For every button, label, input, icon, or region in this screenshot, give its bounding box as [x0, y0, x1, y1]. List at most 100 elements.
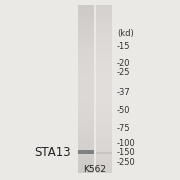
Bar: [96, 162, 112, 165]
Text: (kd): (kd): [117, 29, 134, 38]
Bar: [78, 67, 94, 69]
Bar: [78, 117, 94, 120]
Bar: [96, 152, 112, 154]
Bar: [96, 131, 112, 134]
Bar: [78, 53, 94, 56]
Text: -25: -25: [117, 68, 130, 77]
Bar: [78, 142, 94, 145]
Bar: [78, 128, 94, 131]
Bar: [96, 120, 112, 123]
Bar: [78, 156, 94, 159]
Bar: [96, 39, 112, 42]
Bar: [78, 170, 94, 173]
Bar: [78, 28, 94, 30]
Bar: [96, 11, 112, 14]
Bar: [78, 159, 94, 162]
Bar: [96, 95, 112, 98]
Text: -50: -50: [117, 106, 130, 115]
Bar: [96, 64, 112, 67]
Bar: [78, 125, 94, 128]
Bar: [78, 36, 94, 39]
Bar: [96, 72, 112, 75]
Bar: [78, 98, 94, 100]
Bar: [78, 165, 94, 167]
Bar: [78, 47, 94, 50]
Bar: [96, 75, 112, 78]
Bar: [78, 111, 94, 114]
Bar: [96, 14, 112, 17]
Bar: [96, 81, 112, 84]
Bar: [78, 44, 94, 47]
Bar: [96, 19, 112, 22]
Bar: [96, 28, 112, 30]
Bar: [96, 25, 112, 28]
Bar: [78, 75, 94, 78]
Bar: [96, 42, 112, 44]
Bar: [96, 50, 112, 53]
Bar: [78, 148, 94, 150]
Bar: [78, 33, 94, 36]
Bar: [78, 95, 94, 98]
Bar: [96, 8, 112, 11]
Bar: [78, 64, 94, 67]
Bar: [96, 17, 112, 19]
Bar: [96, 89, 112, 92]
Bar: [78, 89, 94, 92]
Bar: [78, 56, 94, 58]
Bar: [96, 47, 112, 50]
Bar: [96, 70, 112, 72]
Bar: [78, 72, 94, 75]
Bar: [96, 33, 112, 36]
Bar: [78, 153, 94, 156]
Bar: [96, 134, 112, 136]
Bar: [96, 98, 112, 100]
Bar: [96, 167, 112, 170]
Bar: [78, 103, 94, 106]
Bar: [96, 53, 112, 56]
Bar: [96, 165, 112, 167]
Text: -37: -37: [117, 88, 131, 97]
Bar: [78, 25, 94, 28]
Bar: [96, 125, 112, 128]
Bar: [78, 11, 94, 14]
Bar: [78, 17, 94, 19]
Bar: [96, 78, 112, 81]
Bar: [78, 136, 94, 139]
Bar: [78, 162, 94, 165]
Bar: [96, 150, 112, 153]
Bar: [78, 19, 94, 22]
Bar: [96, 145, 112, 148]
Bar: [78, 145, 94, 148]
Bar: [96, 170, 112, 173]
Bar: [96, 44, 112, 47]
Bar: [78, 150, 94, 154]
Bar: [96, 139, 112, 142]
Bar: [96, 106, 112, 109]
Bar: [96, 136, 112, 139]
Bar: [78, 78, 94, 81]
Bar: [78, 134, 94, 136]
Bar: [78, 131, 94, 134]
Bar: [96, 58, 112, 61]
Bar: [78, 139, 94, 142]
Bar: [96, 92, 112, 95]
Bar: [78, 42, 94, 44]
Text: K562: K562: [84, 165, 106, 174]
Bar: [96, 156, 112, 159]
Text: -15: -15: [117, 42, 130, 51]
Bar: [78, 5, 94, 8]
Bar: [96, 109, 112, 111]
Bar: [96, 117, 112, 120]
Bar: [78, 86, 94, 89]
Bar: [96, 153, 112, 156]
Bar: [96, 86, 112, 89]
Bar: [78, 100, 94, 103]
Bar: [78, 167, 94, 170]
Bar: [96, 103, 112, 106]
Bar: [96, 56, 112, 58]
Text: -250: -250: [117, 158, 136, 167]
Bar: [96, 123, 112, 125]
Text: -75: -75: [117, 124, 131, 133]
Text: -20: -20: [117, 59, 130, 68]
Text: STA13: STA13: [35, 146, 71, 159]
